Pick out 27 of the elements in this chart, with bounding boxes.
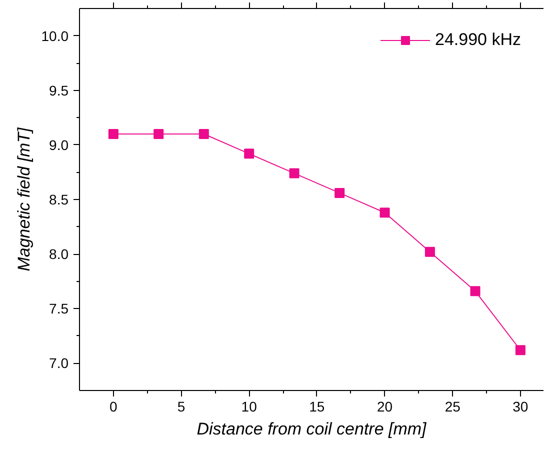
- point: [198, 129, 209, 140]
- x-tick-label: 20: [376, 398, 393, 414]
- x-axis-title: Distance from coil centre [mm]: [196, 420, 428, 438]
- y-tick-label: 8.5: [49, 192, 69, 208]
- x-tick-label: 15: [309, 398, 325, 414]
- point: [334, 188, 345, 198]
- y-tick-label: 9.5: [49, 82, 69, 98]
- y-tick-label: 8.0: [49, 246, 69, 262]
- x-tick-label: 5: [177, 398, 186, 414]
- legend-label: 24.990 kHz: [435, 30, 521, 50]
- x-tick-label: 30: [512, 398, 528, 414]
- point: [470, 286, 480, 296]
- y-tick-label: 7.5: [49, 300, 69, 317]
- y-tick-label: 9.0: [49, 136, 69, 153]
- point: [380, 208, 390, 218]
- point: [289, 168, 300, 178]
- point: [244, 148, 254, 159]
- point: [515, 345, 526, 356]
- x-tick-label: 0: [110, 398, 118, 414]
- x-tick-label: 25: [444, 398, 461, 414]
- point: [154, 129, 164, 140]
- point: [424, 246, 435, 257]
- x-tick-label: 10: [241, 398, 258, 414]
- y-tick-label: 7.0: [49, 355, 69, 372]
- y-tick-label: 10.0: [41, 28, 69, 44]
- y-axis-title: Magnetic field [mT]: [14, 126, 34, 272]
- point: [108, 129, 118, 140]
